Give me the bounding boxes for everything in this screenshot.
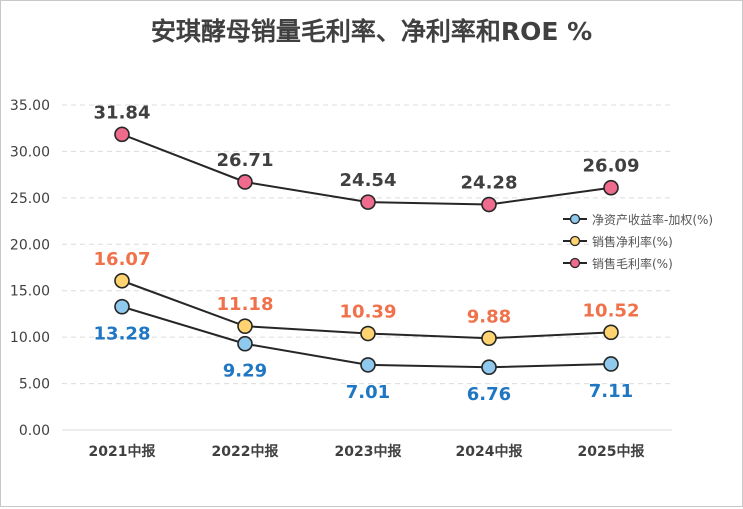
y-tick-label: 35.00 bbox=[10, 98, 50, 114]
data-label: 7.11 bbox=[589, 381, 633, 402]
y-tick-label: 15.00 bbox=[10, 284, 50, 300]
data-label: 24.28 bbox=[461, 173, 518, 194]
data-label: 9.88 bbox=[467, 306, 511, 327]
data-point bbox=[603, 179, 619, 196]
data-point bbox=[603, 324, 619, 341]
data-label: 31.84 bbox=[94, 102, 151, 123]
data-label: 7.01 bbox=[346, 382, 390, 403]
data-label: 26.71 bbox=[217, 150, 274, 171]
y-tick-label: 10.00 bbox=[10, 330, 50, 346]
x-tick-label: 2022中报 bbox=[212, 443, 279, 460]
data-point bbox=[481, 330, 497, 347]
data-point bbox=[603, 356, 619, 372]
legend-item: 净资产收益率-加权(%) bbox=[562, 208, 713, 230]
x-tick-label: 2025中报 bbox=[578, 443, 645, 460]
series-markers bbox=[114, 126, 619, 376]
x-tick-label: 2021中报 bbox=[89, 443, 156, 460]
data-point bbox=[114, 272, 130, 289]
data-point bbox=[114, 298, 130, 315]
data-label: 16.07 bbox=[94, 249, 151, 270]
y-tick-label: 30.00 bbox=[10, 144, 50, 160]
data-labels: 13.28 9.29 7.01 6.76 7.11 16.07 11.18 10.39 9.88… bbox=[94, 102, 640, 405]
legend: 净资产收益率-加权(%) 销售净利率(%) 销售毛利率(%) bbox=[562, 208, 713, 274]
data-point bbox=[360, 325, 376, 342]
chart-title: 安琪酵母销量毛利率、净利率和ROE % bbox=[150, 17, 593, 46]
data-point bbox=[481, 359, 497, 376]
legend-item: 销售毛利率(%) bbox=[562, 252, 713, 274]
x-axis-ticks: 2021中报 2022中报 2023中报 2024中报 2025中报 bbox=[89, 443, 645, 460]
y-tick-label: 5.00 bbox=[19, 377, 50, 393]
legend-label: 销售毛利率(%) bbox=[592, 256, 673, 271]
legend-marker-icon bbox=[563, 235, 587, 247]
data-point bbox=[114, 126, 130, 143]
x-tick-label: 2024中报 bbox=[456, 443, 523, 460]
y-tick-label: 20.00 bbox=[10, 237, 50, 253]
data-label: 13.28 bbox=[94, 324, 151, 345]
data-point bbox=[237, 174, 253, 190]
legend-marker-icon bbox=[563, 257, 587, 269]
data-point bbox=[360, 357, 376, 373]
y-tick-label: 25.00 bbox=[10, 191, 50, 207]
data-label: 6.76 bbox=[467, 384, 511, 405]
data-label: 10.39 bbox=[340, 302, 397, 323]
data-label: 9.29 bbox=[223, 361, 267, 382]
data-label: 10.52 bbox=[583, 300, 640, 321]
legend-label: 净资产收益率-加权(%) bbox=[592, 212, 714, 227]
data-point bbox=[237, 318, 253, 334]
data-point bbox=[360, 194, 376, 210]
data-point bbox=[237, 335, 253, 352]
y-axis-ticks: 0.00 5.00 10.00 15.00 20.00 25.00 30.00 35.00 bbox=[10, 98, 50, 439]
data-label: 24.54 bbox=[340, 170, 397, 191]
data-label: 26.09 bbox=[583, 156, 640, 177]
data-point bbox=[481, 196, 497, 213]
x-tick-label: 2023中报 bbox=[335, 443, 402, 460]
legend-item: 销售净利率(%) bbox=[562, 230, 713, 252]
y-tick-label: 0.00 bbox=[19, 423, 50, 439]
data-label: 11.18 bbox=[217, 294, 274, 315]
legend-label: 销售净利率(%) bbox=[592, 234, 673, 249]
legend-marker-icon bbox=[563, 213, 587, 225]
